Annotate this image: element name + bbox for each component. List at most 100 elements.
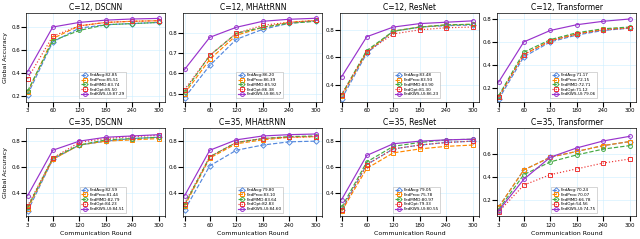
FedOpt:82.83 xyxy=(312,135,319,138)
FedMMD:80.97 xyxy=(442,138,450,141)
FedKWS-UI:84.51 xyxy=(49,149,56,152)
FedMMD:82.79 xyxy=(155,136,163,139)
FedProx:75.78 xyxy=(469,144,477,147)
FedProx:72.15 xyxy=(600,28,607,31)
FedAvg:82.59 xyxy=(76,144,83,147)
FedMMD:72.71 xyxy=(573,31,580,34)
Title: C=35, Transformer: C=35, Transformer xyxy=(531,118,603,127)
Line: FedKWS-UI:87.29: FedKWS-UI:87.29 xyxy=(26,16,161,74)
FedProx:85.51 xyxy=(129,20,136,23)
FedOpt:54.56 xyxy=(600,162,607,164)
FedOpt:84.23 xyxy=(49,157,56,159)
FedOpt:82.83 xyxy=(180,202,188,205)
FedMMD:85.92 xyxy=(259,26,267,29)
FedMMD:83.64 xyxy=(180,203,188,206)
X-axis label: Communication Round: Communication Round xyxy=(374,231,445,235)
Legend: FedAvg:83.48, FedProx:83.93, FedMMD:83.90, FedOpt:81.30, FedKWS-UI:86.23: FedAvg:83.48, FedProx:83.93, FedMMD:83.9… xyxy=(394,72,440,98)
Line: FedAvg:79.80: FedAvg:79.80 xyxy=(182,139,317,212)
FedProx:85.51 xyxy=(49,37,56,40)
FedProx:83.10 xyxy=(180,205,188,207)
FedMMD:80.97 xyxy=(363,161,371,163)
FedProx:81.44 xyxy=(49,158,56,161)
FedProx:72.15 xyxy=(520,53,527,56)
FedOpt:82.83 xyxy=(232,141,240,144)
FedAvg:71.17 xyxy=(573,34,580,37)
FedMMD:83.64 xyxy=(285,135,293,138)
FedMMD:83.90 xyxy=(363,49,371,52)
Line: FedAvg:83.48: FedAvg:83.48 xyxy=(340,23,475,101)
FedMMD:72.71 xyxy=(495,94,502,97)
FedMMD:83.90 xyxy=(338,93,346,96)
FedOpt:86.38 xyxy=(180,88,188,91)
Line: FedOpt:84.23: FedOpt:84.23 xyxy=(26,133,161,208)
FedKWS-UI:80.55 xyxy=(363,154,371,157)
FedKWS-UI:86.57 xyxy=(206,36,214,39)
Y-axis label: Global Accuracy: Global Accuracy xyxy=(3,147,8,198)
Line: FedProx:86.39: FedProx:86.39 xyxy=(182,19,317,96)
Line: FedOpt:54.56: FedOpt:54.56 xyxy=(497,157,632,214)
Line: FedMMD:82.79: FedMMD:82.79 xyxy=(26,135,161,209)
FedMMD:83.74 xyxy=(76,29,83,32)
FedProx:83.93 xyxy=(469,23,477,26)
FedOpt:81.30 xyxy=(469,26,477,28)
FedOpt:86.38 xyxy=(206,54,214,57)
FedAvg:79.05 xyxy=(469,140,477,143)
Line: FedProx:75.78: FedProx:75.78 xyxy=(340,143,475,213)
FedProx:83.10 xyxy=(312,135,319,138)
FedAvg:79.80 xyxy=(180,209,188,212)
Line: FedAvg:79.05: FedAvg:79.05 xyxy=(340,139,475,212)
FedKWS-UI:79.06 xyxy=(547,29,554,32)
FedAvg:82.59 xyxy=(102,140,109,143)
FedAvg:83.48 xyxy=(389,30,397,33)
FedOpt:84.23 xyxy=(129,135,136,138)
Line: FedMMD:80.97: FedMMD:80.97 xyxy=(340,137,475,209)
FedOpt:79.33 xyxy=(469,140,477,143)
FedAvg:83.48 xyxy=(338,97,346,100)
FedMMD:85.92 xyxy=(312,20,319,23)
FedAvg:79.80 xyxy=(285,140,293,143)
FedOpt:71.12 xyxy=(495,96,502,98)
FedKWS-UI:87.29 xyxy=(49,26,56,28)
FedOpt:81.30 xyxy=(338,93,346,96)
FedMMD:83.90 xyxy=(389,30,397,33)
Title: C=12, MHAttRNN: C=12, MHAttRNN xyxy=(220,4,286,12)
FedMMD:82.79 xyxy=(102,138,109,141)
FedKWS-UI:74.75 xyxy=(547,156,554,159)
FedMMD:83.90 xyxy=(416,26,424,28)
FedProx:83.10 xyxy=(259,138,267,141)
FedOpt:82.83 xyxy=(259,137,267,140)
FedProx:70.07 xyxy=(520,168,527,171)
FedKWS-UI:79.06 xyxy=(573,23,580,26)
FedOpt:79.33 xyxy=(363,163,371,166)
FedMMD:82.79 xyxy=(129,137,136,140)
FedOpt:81.30 xyxy=(416,28,424,31)
FedKWS-UI:74.75 xyxy=(573,147,580,149)
FedProx:70.07 xyxy=(626,140,634,143)
Legend: FedAvg:71.17, FedProx:72.15, FedMMD:72.71, FedOpt:71.12, FedKWS-UI:79.06: FedAvg:71.17, FedProx:72.15, FedMMD:72.7… xyxy=(550,72,597,98)
X-axis label: Communication Round: Communication Round xyxy=(217,231,289,235)
FedAvg:82.85 xyxy=(155,21,163,24)
FedKWS-UI:84.60 xyxy=(285,133,293,136)
FedAvg:79.80 xyxy=(232,149,240,152)
FedMMD:85.92 xyxy=(180,90,188,93)
FedAvg:83.48 xyxy=(363,52,371,55)
FedAvg:71.17 xyxy=(626,27,634,30)
Line: FedAvg:70.24: FedAvg:70.24 xyxy=(497,140,632,209)
FedKWS-UI:87.29 xyxy=(155,17,163,20)
Line: FedAvg:82.59: FedAvg:82.59 xyxy=(26,135,161,213)
Line: FedKWS-UI:79.06: FedKWS-UI:79.06 xyxy=(497,17,632,84)
FedMMD:80.97 xyxy=(338,206,346,209)
Line: FedKWS-UI:84.51: FedKWS-UI:84.51 xyxy=(26,133,161,198)
FedProx:83.93 xyxy=(363,50,371,53)
FedProx:81.44 xyxy=(24,207,31,210)
Line: FedOpt:71.12: FedOpt:71.12 xyxy=(497,26,632,99)
FedAvg:70.24 xyxy=(547,156,554,159)
FedKWS-UI:84.60 xyxy=(206,149,214,152)
FedOpt:82.83 xyxy=(206,155,214,158)
FedAvg:83.48 xyxy=(469,24,477,27)
FedAvg:82.85 xyxy=(76,27,83,30)
FedProx:72.15 xyxy=(573,33,580,35)
FedKWS-UI:74.75 xyxy=(600,140,607,142)
FedProx:86.39 xyxy=(206,58,214,61)
FedAvg:82.59 xyxy=(155,136,163,139)
